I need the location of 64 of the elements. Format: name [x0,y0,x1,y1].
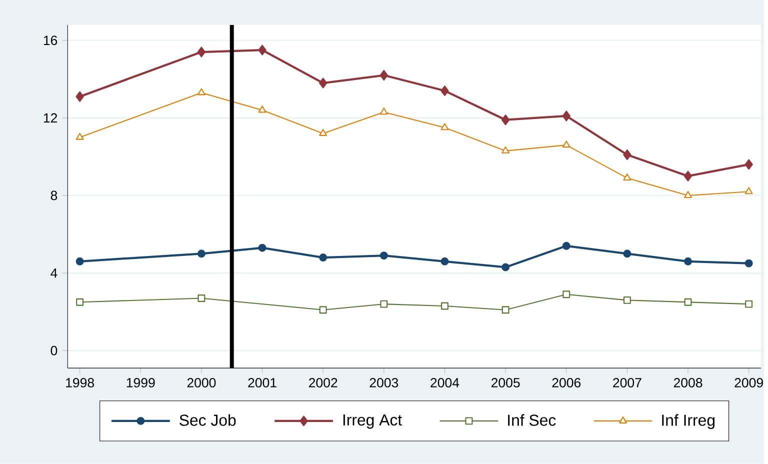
point [440,123,449,130]
x-tick-label: 2003 [370,378,398,388]
y-tick-label: 4 [50,268,58,278]
point [318,78,328,89]
x-tick-label: 2009 [734,378,763,388]
legend-label: Inf Sec [508,414,556,426]
point [684,258,692,266]
point [258,44,266,56]
point [502,263,510,272]
point [684,191,692,198]
point [684,171,692,182]
point [319,129,328,136]
x-tick-label: 2008 [674,378,702,388]
point [319,254,328,262]
legend-label: Sec Job [180,414,236,426]
point [744,187,753,194]
point [562,290,570,298]
point [745,300,753,308]
point [197,250,206,258]
point [76,92,84,102]
point [502,146,510,154]
point [502,306,510,314]
point [441,302,448,310]
point [76,258,84,266]
x-tick-label: 2000 [187,378,216,388]
y-tick-label: 12 [44,114,57,123]
x-tick-label: 2006 [552,378,581,388]
x-tick-label: 2002 [309,378,338,388]
point [562,140,570,148]
x-tick-label: 1998 [66,378,94,388]
point [623,174,632,181]
y-tick-label: 0 [50,346,58,356]
point [380,70,388,81]
point [623,296,631,304]
point [501,114,510,126]
point [623,250,632,258]
point [623,150,632,160]
y-tick-label: 16 [44,36,58,46]
point [258,106,266,113]
x-tick-label: 2001 [248,378,276,388]
legend-label: Inf Irreg [662,414,714,430]
point [380,300,388,308]
point [562,110,570,122]
point [319,306,327,314]
x-tick-label: 1999 [126,378,155,388]
point [76,298,84,306]
point [258,244,266,252]
point [562,242,570,250]
point [380,108,388,115]
y-tick-label: 8 [50,191,58,200]
x-tick-label: 2005 [491,378,520,388]
x-tick-label: 2007 [613,378,642,388]
point [440,86,449,96]
point [76,133,84,140]
point [197,46,206,58]
point [744,159,753,170]
x-tick-label: 2004 [430,378,460,388]
point [380,252,388,260]
point [198,294,206,302]
point [744,260,753,268]
point [684,298,692,306]
point [440,258,449,266]
point [197,88,206,96]
legend-label: Irreg Act [343,414,402,429]
